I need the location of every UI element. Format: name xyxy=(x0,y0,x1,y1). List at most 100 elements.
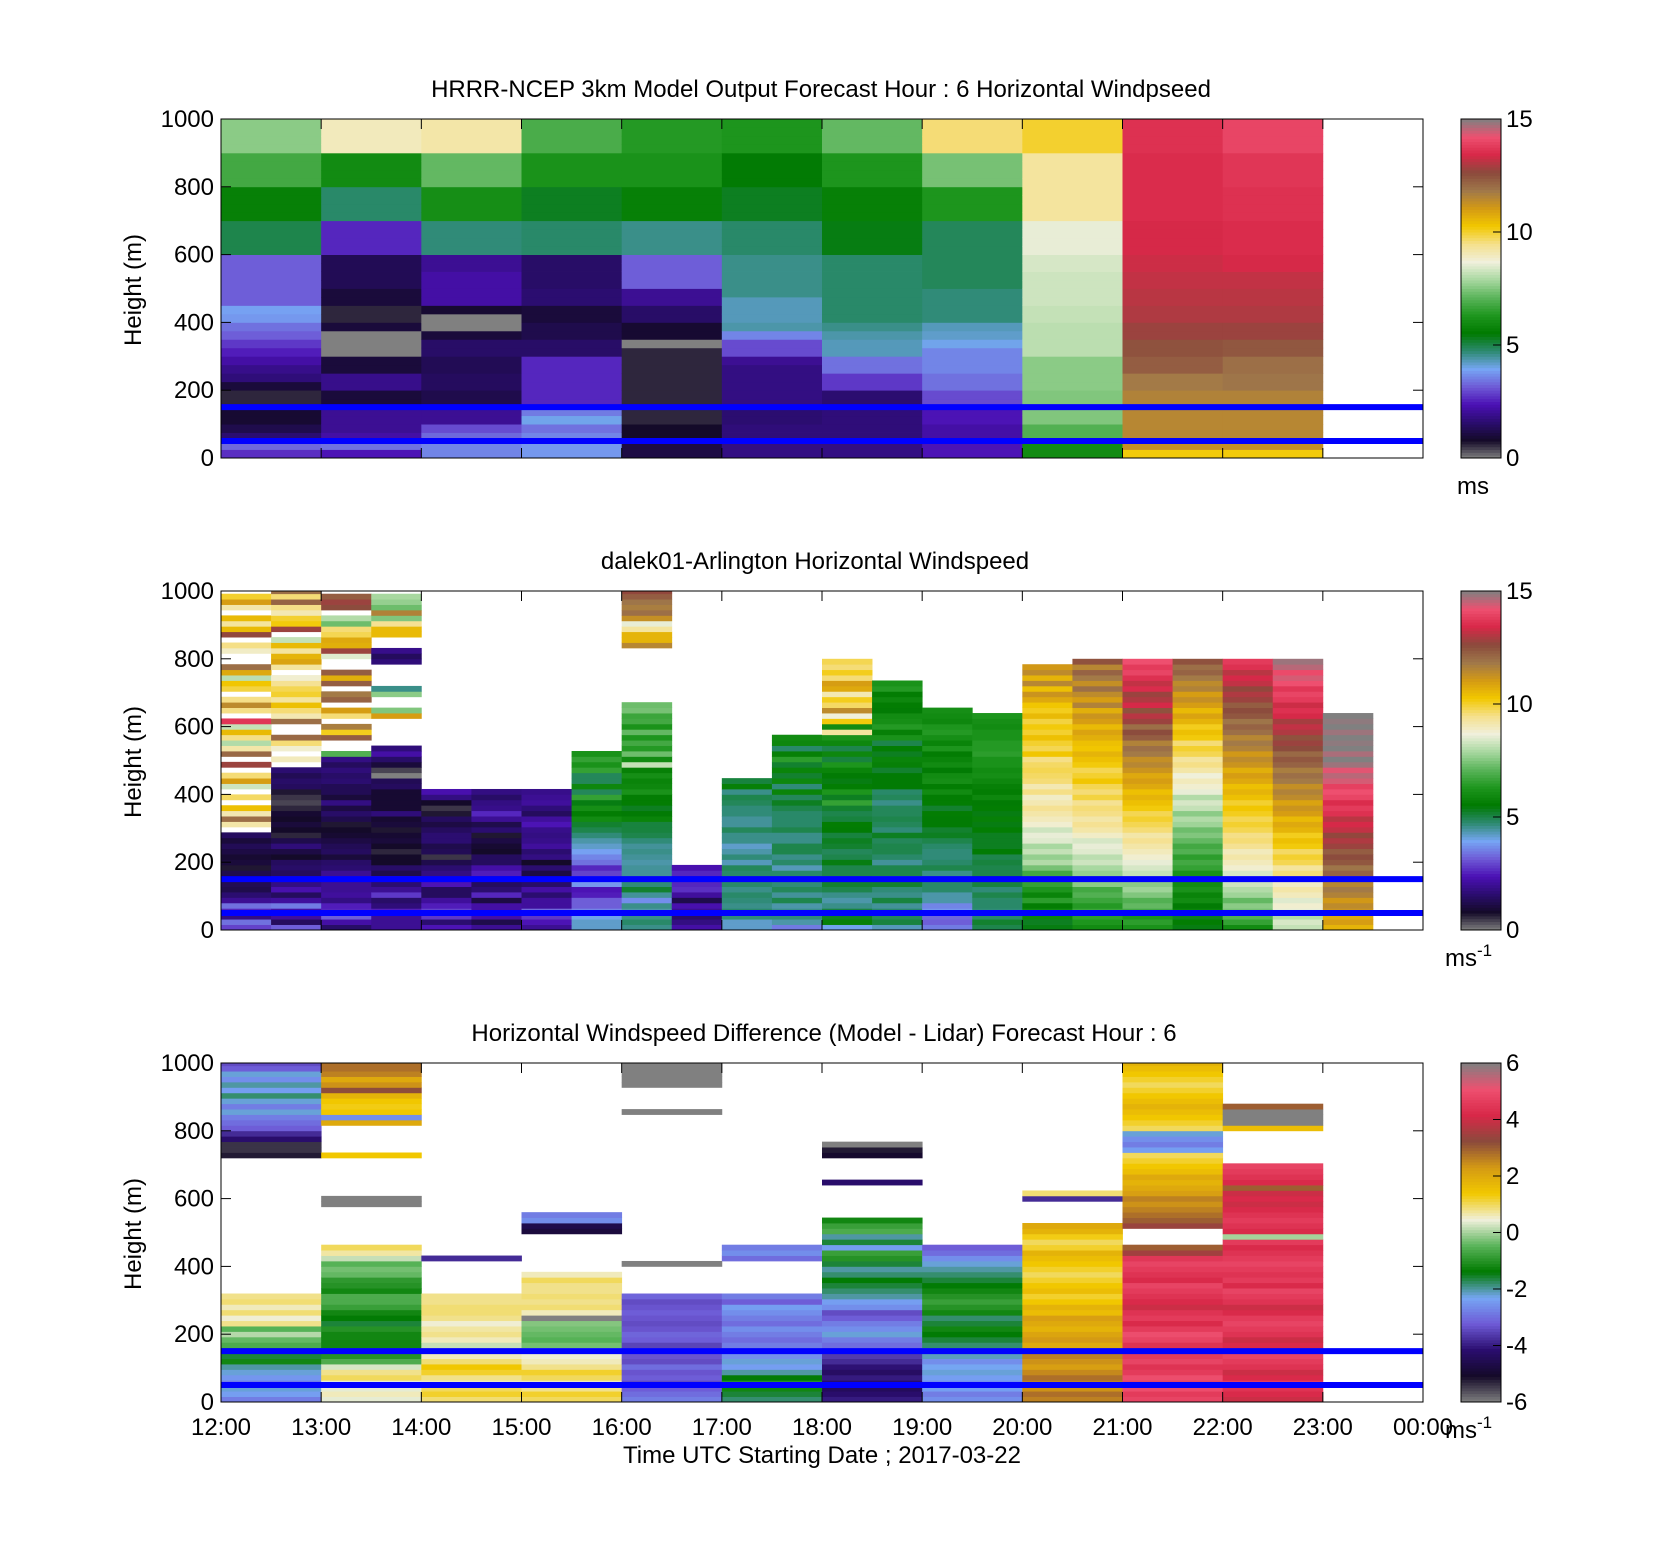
heatmap-cell xyxy=(872,685,923,692)
heatmap-cell xyxy=(221,169,322,179)
heatmap-cell xyxy=(721,1353,823,1359)
colorbar-swatch xyxy=(1461,1294,1501,1298)
heatmap-cell xyxy=(1222,723,1274,730)
heatmap-cell xyxy=(1222,1331,1324,1338)
colorbar-unit-base: ms xyxy=(1445,1417,1477,1444)
heatmap-cell xyxy=(1022,195,1123,205)
heatmap-cell xyxy=(1022,892,1073,898)
heatmap-cell xyxy=(321,734,372,741)
heatmap-cell xyxy=(521,1298,623,1305)
heatmap-cell xyxy=(1122,734,1173,741)
heatmap-cell xyxy=(872,913,923,920)
heatmap-cell xyxy=(521,1331,623,1338)
heatmap-cell xyxy=(321,826,372,833)
heatmap-cell xyxy=(1222,761,1274,768)
heatmap-cell xyxy=(1272,669,1324,676)
heatmap-cell xyxy=(1122,1190,1224,1197)
heatmap-cell xyxy=(1272,892,1324,898)
heatmap-cell xyxy=(1122,1320,1224,1327)
heatmap-cell xyxy=(771,799,823,806)
heatmap-cell xyxy=(1222,1217,1324,1224)
heatmap-cell xyxy=(1122,1152,1224,1159)
heatmap-cell xyxy=(1022,713,1073,719)
heatmap-cell xyxy=(922,152,1023,162)
heatmap-cell xyxy=(421,220,522,230)
heatmap-cell xyxy=(972,734,1023,741)
colorbar-swatch xyxy=(1461,591,1501,595)
heatmap-cell xyxy=(1022,680,1073,687)
heatmap-cell xyxy=(221,280,322,289)
colorbar-swatch xyxy=(1461,1385,1501,1389)
colorbar-swatch xyxy=(1461,1122,1501,1126)
colorbar-swatch xyxy=(1461,766,1501,770)
heatmap-cell xyxy=(621,745,673,752)
heatmap-cell xyxy=(1222,237,1324,247)
heatmap-cell xyxy=(221,1130,322,1137)
heatmap-cell xyxy=(1222,1304,1324,1311)
heatmap-cell xyxy=(822,1250,923,1256)
heatmap-cell xyxy=(822,271,923,281)
heatmap-cell xyxy=(1072,669,1123,676)
heatmap-cell xyxy=(822,313,923,323)
heatmap-cell xyxy=(922,1288,1023,1294)
colorbar-swatch xyxy=(1461,296,1501,301)
heatmap-cell xyxy=(1122,826,1173,833)
heatmap-cell xyxy=(1122,1293,1224,1300)
heatmap-cell xyxy=(771,843,823,850)
heatmap-cell xyxy=(1072,664,1123,671)
colorbar-swatch xyxy=(1461,678,1501,682)
heatmap-cell xyxy=(1222,441,1324,450)
heatmap-cell xyxy=(1122,1336,1224,1343)
heatmap-cell xyxy=(271,734,322,741)
colorbar-swatch xyxy=(1461,1280,1501,1284)
heatmap-cell xyxy=(371,859,422,866)
heatmap-cell xyxy=(1222,1391,1324,1397)
heatmap-cell xyxy=(221,373,322,383)
heatmap-cell xyxy=(421,805,472,812)
heatmap-cell xyxy=(221,1109,322,1115)
heatmap-cell xyxy=(321,913,372,920)
heatmap-cell xyxy=(922,330,1023,340)
colorbar-swatch xyxy=(1461,167,1501,171)
heatmap-cell xyxy=(421,356,522,366)
colorbar-swatch xyxy=(1461,305,1501,309)
panel-difference: Horizontal Windspeed Difference (Model -… xyxy=(120,1020,1527,1469)
heatmap-cell xyxy=(822,220,923,230)
colorbar-swatch xyxy=(1461,1096,1501,1101)
heatmap-cell xyxy=(521,263,623,272)
heatmap-cell xyxy=(822,347,923,357)
heatmap-cell xyxy=(771,837,823,844)
heatmap-cell xyxy=(321,691,372,698)
heatmap-cell xyxy=(221,778,272,784)
colorbar-tick-label: 15 xyxy=(1506,578,1533,605)
heatmap-cell xyxy=(621,186,723,196)
heatmap-cell xyxy=(1122,881,1173,887)
heatmap-cell xyxy=(1022,685,1073,692)
heatmap-cell xyxy=(371,805,422,812)
heatmap-cell xyxy=(421,237,522,247)
colorbar-swatch xyxy=(1461,452,1501,456)
heatmap-cell xyxy=(922,826,973,833)
heatmap-cell xyxy=(872,810,923,817)
heatmap-cell xyxy=(1122,212,1224,222)
heatmap-cell xyxy=(571,799,623,806)
heatmap-cell xyxy=(1272,816,1324,822)
heatmap-cell xyxy=(822,263,923,272)
heatmap-cell xyxy=(822,390,923,400)
heatmap-cell xyxy=(972,799,1023,806)
heatmap-cell xyxy=(922,1266,1023,1273)
colorbar-swatch xyxy=(1461,299,1501,304)
colorbar-swatch xyxy=(1461,1099,1501,1104)
colorbar-swatch xyxy=(1461,599,1501,603)
heatmap-cell xyxy=(621,119,723,128)
heatmap-cell xyxy=(1172,919,1224,925)
heatmap-cell xyxy=(1122,816,1173,822)
heatmap-cell xyxy=(972,713,1023,719)
heatmap-cell xyxy=(1022,751,1073,757)
heatmap-cell xyxy=(621,330,723,340)
heatmap-cell xyxy=(1322,924,1374,931)
heatmap-cell xyxy=(1222,848,1274,855)
heatmap-cell xyxy=(771,794,823,801)
heatmap-cell xyxy=(221,897,272,904)
heatmap-cell xyxy=(771,767,823,774)
